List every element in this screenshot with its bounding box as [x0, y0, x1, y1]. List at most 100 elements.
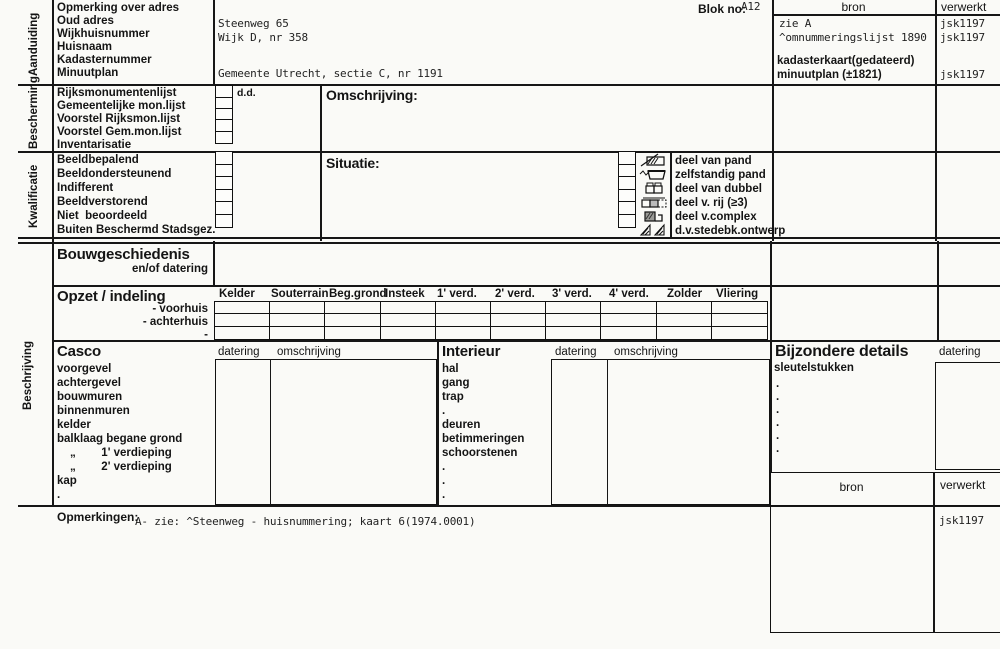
verwerkt-row-3: jsk1197	[940, 68, 985, 81]
opzet-cell[interactable]	[325, 314, 381, 327]
opzet-cell[interactable]	[381, 326, 436, 339]
bescherming-item-voorstel-gem: Voorstel Gem.mon.lijst	[57, 126, 182, 138]
opzet-cell[interactable]	[546, 302, 602, 315]
rule-opzet-bottom	[52, 340, 1000, 342]
opzet-cell[interactable]	[215, 326, 271, 339]
opzet-cell[interactable]	[711, 314, 767, 327]
opzet-cell[interactable]	[270, 314, 326, 327]
opzet-col-3verd: 3' verd.	[552, 288, 592, 300]
opzet-cell[interactable]	[601, 314, 657, 327]
opzet-cell[interactable]	[711, 302, 767, 315]
opmerkingen-label: Opmerkingen:	[57, 510, 139, 524]
opzet-cell[interactable]	[325, 302, 381, 315]
interieur-box-divider	[607, 359, 609, 505]
opzet-col-beggrond: Beg.grond	[329, 288, 387, 300]
rule-double-2	[18, 241, 1000, 244]
opzet-cell[interactable]	[270, 326, 326, 339]
kwalificatie-item-beeldondersteunend: Beeldondersteunend	[57, 168, 172, 180]
opzet-cell[interactable]	[656, 302, 712, 315]
bronbox-body[interactable]	[770, 505, 1000, 633]
opzet-cell[interactable]	[215, 314, 271, 327]
opzet-cell[interactable]	[601, 326, 657, 339]
bijzonder-row-dot-1: .	[776, 378, 780, 390]
interieur-col-omschrijving: omschrijving	[614, 346, 678, 358]
blok-no-value: A12	[741, 0, 761, 13]
casco-entry-box[interactable]	[215, 359, 437, 505]
value-oud-adres: Steenweg 65	[218, 17, 289, 30]
casco-row-1verdieping: „ 1' verdieping	[70, 447, 172, 459]
opzet-cell[interactable]	[491, 326, 547, 339]
blok-no-label: Blok no:	[698, 2, 746, 16]
rule-double-1	[18, 237, 1000, 239]
opzet-cell[interactable]	[657, 326, 712, 339]
interieur-row-deuren: deuren	[442, 419, 481, 431]
opzet-cell[interactable]	[546, 326, 602, 339]
situatie-label-deel-van-dubbel: deel van dubbel	[675, 183, 762, 195]
opzet-grid	[214, 301, 768, 340]
rule-top-section-bottom	[18, 84, 1000, 86]
bouwgeschiedenis-title: Bouwgeschiedenis	[57, 246, 190, 263]
rule-situatie-label-left	[670, 152, 672, 237]
interieur-row-hal: hal	[442, 363, 459, 375]
opzet-row-voorhuis: - voorhuis	[152, 303, 208, 315]
bron-row-kadasterkaart: kadasterkaart(gedateerd)	[777, 55, 915, 67]
rule-omschrijving-left	[320, 84, 322, 241]
opzet-cell[interactable]	[325, 326, 381, 339]
situatie-label-dv-stedebk: d.v.stedebk.ontwerp	[675, 225, 786, 237]
situatie-label-deel-v-rij: deel v. rij (≥3)	[675, 197, 748, 209]
bron-row-minuutplan: minuutplan (±1821)	[777, 69, 882, 81]
bescherming-item-inventarisatie: Inventarisatie	[57, 139, 132, 151]
verwerkt-row-1: jsk1197	[940, 17, 985, 30]
omschrijving-heading: Omschrijving:	[326, 87, 418, 103]
bron-row-zie-a: zie A	[779, 17, 812, 30]
casco-row-voorgevel: voorgevel	[57, 363, 112, 375]
checkbox-inventarisatie[interactable]	[215, 130, 233, 144]
opzet-cell[interactable]	[436, 326, 491, 339]
opzet-cell[interactable]	[215, 302, 271, 315]
casco-title: Casco	[57, 343, 102, 360]
opzet-cell[interactable]	[435, 314, 491, 327]
casco-row-bouwmuren: bouwmuren	[57, 391, 123, 403]
opzet-cell[interactable]	[491, 302, 547, 315]
verwerkt-column-header: verwerkt	[941, 0, 987, 14]
bijzonder-col-datering: datering	[939, 346, 981, 358]
opzet-col-insteek: Insteek	[385, 288, 425, 300]
bijzonder-row-dot-5: .	[776, 430, 780, 442]
interieur-entry-box[interactable]	[551, 359, 770, 505]
interieur-row-gang: gang	[442, 377, 470, 389]
opzet-cell[interactable]	[270, 302, 326, 315]
opzet-cell[interactable]	[435, 302, 491, 315]
opzet-cell[interactable]	[601, 302, 657, 315]
rule-bescherming-bottom	[18, 151, 1000, 153]
situatie-heading: Situatie:	[326, 155, 380, 171]
kwalificatie-item-beeldverstorend: Beeldverstorend	[57, 196, 148, 208]
opzet-col-souterrain: Souterrain	[271, 288, 329, 300]
bescherming-item-voorstel-rijksmon: Voorstel Rijksmon.lijst	[57, 113, 181, 125]
opzet-cell[interactable]	[380, 302, 436, 315]
opzet-cell[interactable]	[656, 314, 712, 327]
complex-icon	[638, 209, 669, 223]
casco-row-dot: .	[57, 489, 61, 501]
casco-col-datering: datering	[218, 346, 260, 358]
opzet-col-kelder: Kelder	[219, 288, 255, 300]
situatie-checkbox-column	[618, 151, 636, 228]
rule-bouwgeschiedenis-bottom	[52, 285, 1000, 287]
aanduiding-label-wijkhuisnummer: Wijkhuisnummer	[57, 28, 150, 40]
casco-row-achtergevel: achtergevel	[57, 377, 121, 389]
bron-row-omnummeringslijst: ^omnummeringslijst 1890	[779, 31, 927, 44]
aanduiding-label-opmerking: Opmerking over adres	[57, 2, 180, 14]
interieur-row-dot-1: .	[442, 405, 446, 417]
opzet-cell[interactable]	[380, 314, 436, 327]
rail-aanduiding: Aanduiding	[28, 12, 40, 76]
bijzonder-row-dot-4: .	[776, 417, 780, 429]
rule-casco-bottom	[18, 505, 1000, 507]
checkbox-dv-stedebk-ontwerp[interactable]	[618, 213, 636, 228]
checkbox-buiten-beschermd[interactable]	[215, 213, 233, 228]
casco-col-omschrijving: omschrijving	[277, 346, 341, 358]
opzet-cell[interactable]	[546, 314, 602, 327]
opzet-cell[interactable]	[491, 314, 547, 327]
opmerkingen-text: A- zie: ^Steenweg - huisnummering; kaart…	[135, 515, 476, 528]
opzet-cell[interactable]	[712, 327, 767, 339]
bijzonder-entry-box[interactable]	[935, 362, 1000, 470]
bronbox-bron-header: bron	[839, 480, 864, 494]
